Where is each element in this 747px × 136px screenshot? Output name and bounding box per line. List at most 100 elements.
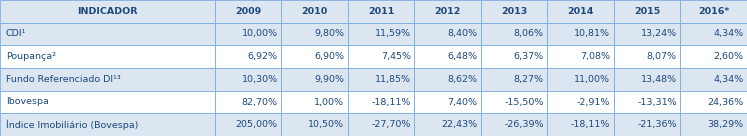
Bar [415, 0, 481, 23]
Text: Poupança²: Poupança² [6, 52, 56, 61]
Text: -21,36%: -21,36% [637, 120, 677, 129]
Text: 6,37%: 6,37% [514, 52, 544, 61]
Text: -18,11%: -18,11% [571, 120, 610, 129]
Text: Ibovespa: Ibovespa [6, 98, 49, 106]
Bar [215, 45, 282, 68]
Text: 6,92%: 6,92% [248, 52, 278, 61]
Bar [282, 113, 348, 136]
Text: 11,00%: 11,00% [574, 75, 610, 84]
Text: 8,62%: 8,62% [447, 75, 477, 84]
Bar [481, 0, 548, 23]
Text: 11,59%: 11,59% [375, 30, 411, 38]
Text: 10,30%: 10,30% [241, 75, 278, 84]
Text: CDI¹: CDI¹ [6, 30, 26, 38]
Bar [681, 0, 747, 23]
Text: -13,31%: -13,31% [637, 98, 677, 106]
Bar [0, 0, 215, 23]
Bar [481, 68, 548, 91]
Bar [548, 91, 614, 113]
Bar [348, 68, 415, 91]
Text: 22,43%: 22,43% [441, 120, 477, 129]
Text: 38,29%: 38,29% [707, 120, 743, 129]
Bar [548, 45, 614, 68]
Bar [348, 91, 415, 113]
Text: -27,70%: -27,70% [371, 120, 411, 129]
Bar [348, 23, 415, 45]
Text: Fundo Referenciado DI¹³: Fundo Referenciado DI¹³ [6, 75, 121, 84]
Text: -18,11%: -18,11% [371, 98, 411, 106]
Text: 2009: 2009 [235, 7, 261, 16]
Bar [614, 91, 681, 113]
Bar [215, 113, 282, 136]
Bar [681, 113, 747, 136]
Text: 2,60%: 2,60% [713, 52, 743, 61]
Bar [681, 45, 747, 68]
Bar [614, 45, 681, 68]
Bar [282, 68, 348, 91]
Bar [0, 113, 215, 136]
Text: INDICADOR: INDICADOR [77, 7, 137, 16]
Bar [0, 23, 215, 45]
Bar [415, 113, 481, 136]
Bar [0, 91, 215, 113]
Bar [614, 0, 681, 23]
Text: 82,70%: 82,70% [242, 98, 278, 106]
Text: -26,39%: -26,39% [504, 120, 544, 129]
Bar [681, 91, 747, 113]
Bar [481, 45, 548, 68]
Text: 2012: 2012 [435, 7, 461, 16]
Bar [348, 45, 415, 68]
Text: 2013: 2013 [501, 7, 527, 16]
Bar [215, 0, 282, 23]
Text: 7,40%: 7,40% [447, 98, 477, 106]
Bar [282, 23, 348, 45]
Bar [282, 0, 348, 23]
Bar [415, 68, 481, 91]
Bar [481, 23, 548, 45]
Text: 4,34%: 4,34% [713, 75, 743, 84]
Text: 8,07%: 8,07% [647, 52, 677, 61]
Text: 13,48%: 13,48% [641, 75, 677, 84]
Text: 24,36%: 24,36% [707, 98, 743, 106]
Bar [614, 68, 681, 91]
Text: 6,90%: 6,90% [314, 52, 344, 61]
Bar [548, 68, 614, 91]
Text: 7,45%: 7,45% [381, 52, 411, 61]
Text: 13,24%: 13,24% [641, 30, 677, 38]
Text: 8,40%: 8,40% [447, 30, 477, 38]
Text: 2011: 2011 [368, 7, 394, 16]
Text: 4,34%: 4,34% [713, 30, 743, 38]
Text: 6,48%: 6,48% [447, 52, 477, 61]
Bar [215, 23, 282, 45]
Text: -2,91%: -2,91% [577, 98, 610, 106]
Bar [415, 45, 481, 68]
Text: 1,00%: 1,00% [314, 98, 344, 106]
Text: 10,00%: 10,00% [242, 30, 278, 38]
Bar [0, 68, 215, 91]
Bar [614, 23, 681, 45]
Bar [481, 113, 548, 136]
Bar [215, 91, 282, 113]
Bar [481, 91, 548, 113]
Text: 205,00%: 205,00% [236, 120, 278, 129]
Text: 2016*: 2016* [698, 7, 729, 16]
Text: Índice Imobiliário (Bovespa): Índice Imobiliário (Bovespa) [6, 119, 138, 130]
Bar [681, 68, 747, 91]
Text: 7,08%: 7,08% [580, 52, 610, 61]
Text: 2010: 2010 [302, 7, 328, 16]
Bar [415, 23, 481, 45]
Text: -15,50%: -15,50% [504, 98, 544, 106]
Bar [548, 0, 614, 23]
Bar [415, 91, 481, 113]
Text: 8,27%: 8,27% [514, 75, 544, 84]
Text: 2014: 2014 [568, 7, 594, 16]
Bar [282, 91, 348, 113]
Text: 11,85%: 11,85% [375, 75, 411, 84]
Text: 10,81%: 10,81% [574, 30, 610, 38]
Text: 9,90%: 9,90% [314, 75, 344, 84]
Text: 8,06%: 8,06% [514, 30, 544, 38]
Bar [681, 23, 747, 45]
Text: 2015: 2015 [634, 7, 660, 16]
Bar [215, 68, 282, 91]
Bar [348, 0, 415, 23]
